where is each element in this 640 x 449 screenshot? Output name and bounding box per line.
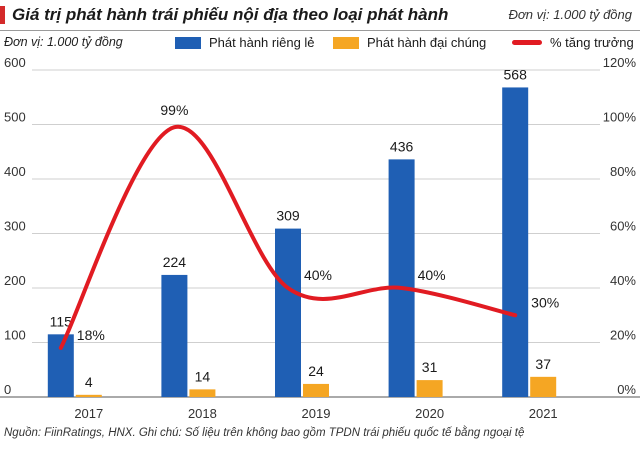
- bar-public-label: 37: [535, 356, 551, 372]
- bar-public: [416, 380, 443, 397]
- growth-line: [58, 125, 518, 350]
- x-tick: 2017: [74, 406, 103, 421]
- bar-private-label: 568: [504, 66, 528, 82]
- legend-swatch-growth: [512, 40, 542, 45]
- title-accent: [0, 6, 5, 24]
- bar-private: [388, 159, 415, 397]
- x-tick: 2020: [415, 406, 444, 421]
- x-tick: 2018: [188, 406, 217, 421]
- bar-public: [189, 389, 216, 397]
- legend-private: Phát hành riêng lẻ: [175, 35, 315, 50]
- legend-label-growth: % tăng trưởng: [550, 35, 634, 50]
- bar-private-label: 436: [390, 138, 414, 154]
- x-tick: 2019: [302, 406, 331, 421]
- growth-label: 99%: [160, 102, 188, 118]
- source-note: Nguồn: FiinRatings, HNX. Ghi chú: Số liệ…: [4, 427, 525, 439]
- y-right-tick: 20%: [610, 328, 636, 343]
- growth-label: 18%: [77, 327, 105, 343]
- bar-public: [530, 376, 557, 397]
- y-right-tick: 80%: [610, 164, 636, 179]
- unit-note-right: Đơn vị: 1.000 tỷ đồng: [508, 7, 633, 22]
- bar-public-label: 24: [308, 363, 324, 379]
- bar-private: [161, 274, 188, 397]
- bar-public: [303, 383, 329, 397]
- x-tick: 2021: [529, 406, 558, 421]
- bar-private-label: 115: [50, 313, 73, 329]
- legend-swatch-public: [333, 36, 359, 49]
- y-left-tick: 600: [4, 55, 26, 70]
- y-right-tick: 120%: [603, 55, 637, 70]
- y-left-tick: 0: [4, 382, 11, 397]
- bar-private-label: 224: [163, 254, 187, 270]
- bar-private-label: 309: [276, 208, 300, 224]
- y-right-tick: 100%: [603, 110, 637, 125]
- y-left-tick: 100: [4, 328, 26, 343]
- y-left-tick: 300: [4, 219, 26, 234]
- y-left-tick: 500: [4, 110, 26, 125]
- legend-label-private: Phát hành riêng lẻ: [209, 35, 315, 50]
- bar-public-label: 4: [85, 374, 93, 390]
- bar-public: [75, 394, 102, 397]
- bar-private: [275, 228, 301, 397]
- title-bar: Giá trị phát hành trái phiếu nội địa the…: [0, 0, 640, 31]
- unit-note-left: Đơn vị: 1.000 tỷ đồng: [4, 35, 123, 49]
- legend-label-public: Phát hành đại chúng: [367, 35, 487, 50]
- growth-label: 40%: [418, 267, 446, 283]
- growth-label: 40%: [304, 267, 332, 283]
- y-right-tick: 40%: [610, 273, 636, 288]
- chart-title: Giá trị phát hành trái phiếu nội địa the…: [12, 5, 449, 24]
- legend-public: Phát hành đại chúng: [333, 35, 486, 50]
- y-right-tick: 0%: [617, 382, 636, 397]
- growth-label: 30%: [531, 294, 559, 310]
- y-right-tick: 60%: [610, 219, 636, 234]
- legend-growth: % tăng trưởng: [512, 35, 634, 50]
- y-left-tick: 200: [4, 273, 26, 288]
- bar-public-label: 31: [422, 359, 438, 375]
- y-left-tick: 400: [4, 164, 26, 179]
- bar-private: [502, 87, 529, 397]
- legend-swatch-private: [175, 36, 201, 49]
- bar-public-label: 14: [195, 368, 211, 384]
